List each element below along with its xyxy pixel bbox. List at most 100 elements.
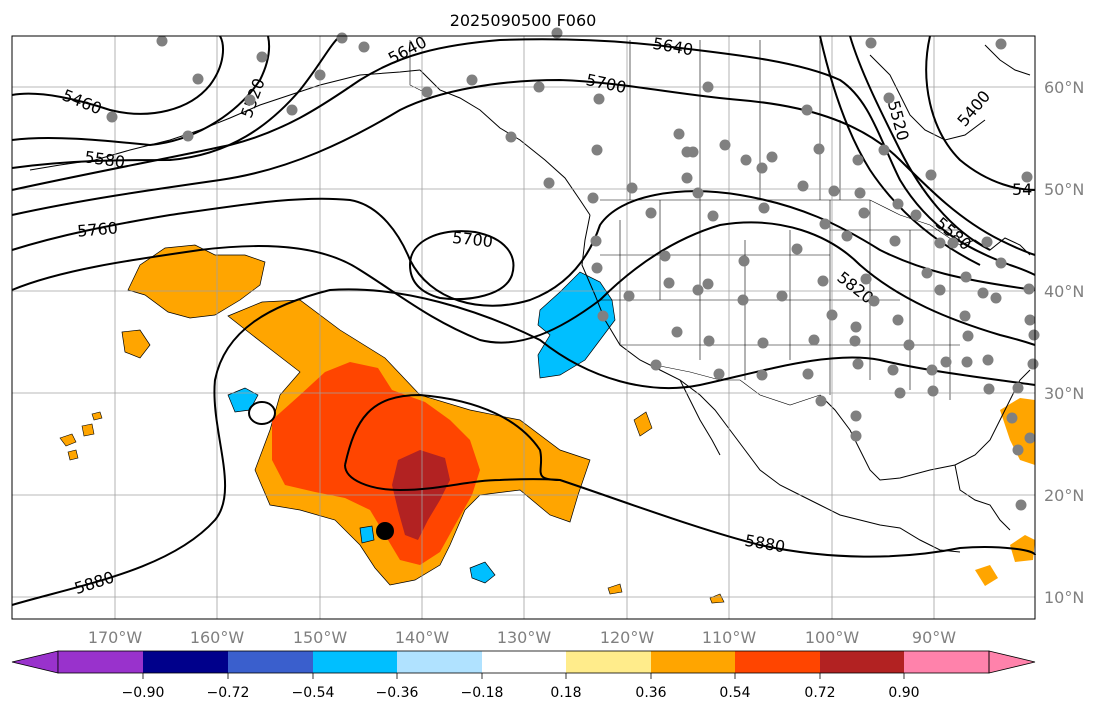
- station-dot: [850, 321, 862, 333]
- colorbar-tick-label: −0.90: [122, 685, 165, 701]
- station-dot: [883, 92, 895, 104]
- colorbar-tick-label: 0.18: [550, 685, 581, 701]
- station-dot: [961, 356, 973, 368]
- station-dot: [626, 182, 638, 194]
- station-dot: [892, 198, 904, 210]
- station-dot: [156, 35, 168, 47]
- colorbar-segment: [313, 651, 397, 673]
- station-dot: [791, 243, 803, 255]
- station-dot: [623, 290, 635, 302]
- map-frame: [11, 35, 1036, 620]
- station-dot: [927, 385, 939, 397]
- station-dot: [959, 310, 971, 322]
- border-states-2: [600, 229, 960, 346]
- colorbar-tick-label: −0.54: [292, 685, 335, 701]
- station-dot: [659, 250, 671, 262]
- station-dot: [813, 143, 825, 155]
- station-dot: [671, 326, 683, 338]
- station-dot: [766, 151, 778, 163]
- station-dot: [926, 364, 938, 376]
- anomaly-orange-central-am: [975, 565, 998, 586]
- station-dot: [590, 235, 602, 247]
- y-tick-label: 30°N: [1044, 384, 1084, 403]
- colorbar-frame: [57, 650, 990, 674]
- coastline-greenland: [984, 44, 1031, 76]
- station-dot: [1024, 432, 1036, 444]
- colorbar-segment: [397, 651, 482, 673]
- border-us-mexico: [654, 364, 821, 406]
- station-dot: [910, 209, 922, 221]
- station-dot: [850, 430, 862, 442]
- station-dot: [551, 27, 563, 39]
- height-contours: [11, 35, 1036, 606]
- station-dot: [858, 207, 870, 219]
- station-dot: [1012, 444, 1024, 456]
- station-dot: [256, 51, 268, 63]
- colorbar: −0.90 −0.72 −0.54 −0.36 −0.18 0.18 0.36 …: [11, 650, 1036, 701]
- station-dot: [673, 128, 685, 140]
- station-dot: [925, 169, 937, 181]
- coastline-hudson: [869, 54, 986, 141]
- station-dot: [801, 104, 813, 116]
- contour-5820: [11, 221, 1036, 346]
- station-dot: [466, 74, 478, 86]
- station-dot: [1024, 314, 1036, 326]
- political-borders: [409, 40, 961, 406]
- station-dot: [934, 284, 946, 296]
- station-dot: [713, 368, 725, 380]
- x-axis-labels: 170°W 160°W 150°W 140°W 130°W 120°W 110°…: [88, 628, 956, 647]
- station-dot: [849, 335, 861, 347]
- colorbar-extend-left: [11, 650, 59, 674]
- station-dot: [757, 337, 769, 349]
- station-dot: [358, 41, 370, 53]
- border-provinces: [629, 40, 841, 200]
- contour-5520-west: [11, 35, 270, 147]
- station-dot: [244, 94, 256, 106]
- station-dot: [1027, 358, 1039, 370]
- station-dot: [707, 210, 719, 222]
- colorbar-tick-label: 0.54: [719, 685, 750, 701]
- station-dot: [702, 278, 714, 290]
- coastline-great-lakes: [959, 237, 1031, 256]
- station-dot: [995, 257, 1007, 269]
- coastline-yucatan: [954, 464, 1011, 531]
- station-dot: [593, 93, 605, 105]
- station-dot: [645, 207, 657, 219]
- station-dot: [977, 287, 989, 299]
- contour-5400: [925, 35, 1036, 191]
- station-dot: [940, 356, 952, 368]
- contour-5880-main: [11, 288, 1036, 606]
- colorbar-ticks: [142, 673, 905, 679]
- station-dot: [1012, 382, 1024, 394]
- station-dot: [314, 69, 326, 81]
- y-tick-label: 20°N: [1044, 486, 1084, 505]
- station-dot: [982, 354, 994, 366]
- station-dot: [533, 81, 545, 93]
- station-dot: [286, 104, 298, 116]
- station-dot: [1021, 171, 1033, 183]
- map-title: 2025090500 F060: [450, 11, 597, 30]
- x-tick-label: 160°W: [190, 628, 245, 647]
- island-3: [67, 449, 79, 461]
- station-dot: [868, 295, 880, 307]
- station-dot: [587, 192, 599, 204]
- station-dot: [828, 185, 840, 197]
- colorbar-segment: [735, 651, 820, 673]
- station-dot: [692, 187, 704, 199]
- station-dot: [852, 358, 864, 370]
- station-dot: [738, 255, 750, 267]
- station-dot: [850, 410, 862, 422]
- contour-5640: [11, 38, 1036, 276]
- contour-label: 54: [1012, 180, 1032, 199]
- anomaly-blue-south: [469, 561, 496, 584]
- colorbar-segment: [820, 651, 904, 673]
- contour-label: 5760: [76, 218, 118, 240]
- station-dot: [687, 146, 699, 158]
- x-tick-label: 120°W: [600, 628, 655, 647]
- station-dot: [182, 130, 194, 142]
- station-dot: [703, 335, 715, 347]
- contour-5880-close: [344, 464, 561, 492]
- station-dot: [852, 154, 864, 166]
- station-dot: [854, 187, 866, 199]
- anomaly-blue-tiny: [359, 525, 375, 544]
